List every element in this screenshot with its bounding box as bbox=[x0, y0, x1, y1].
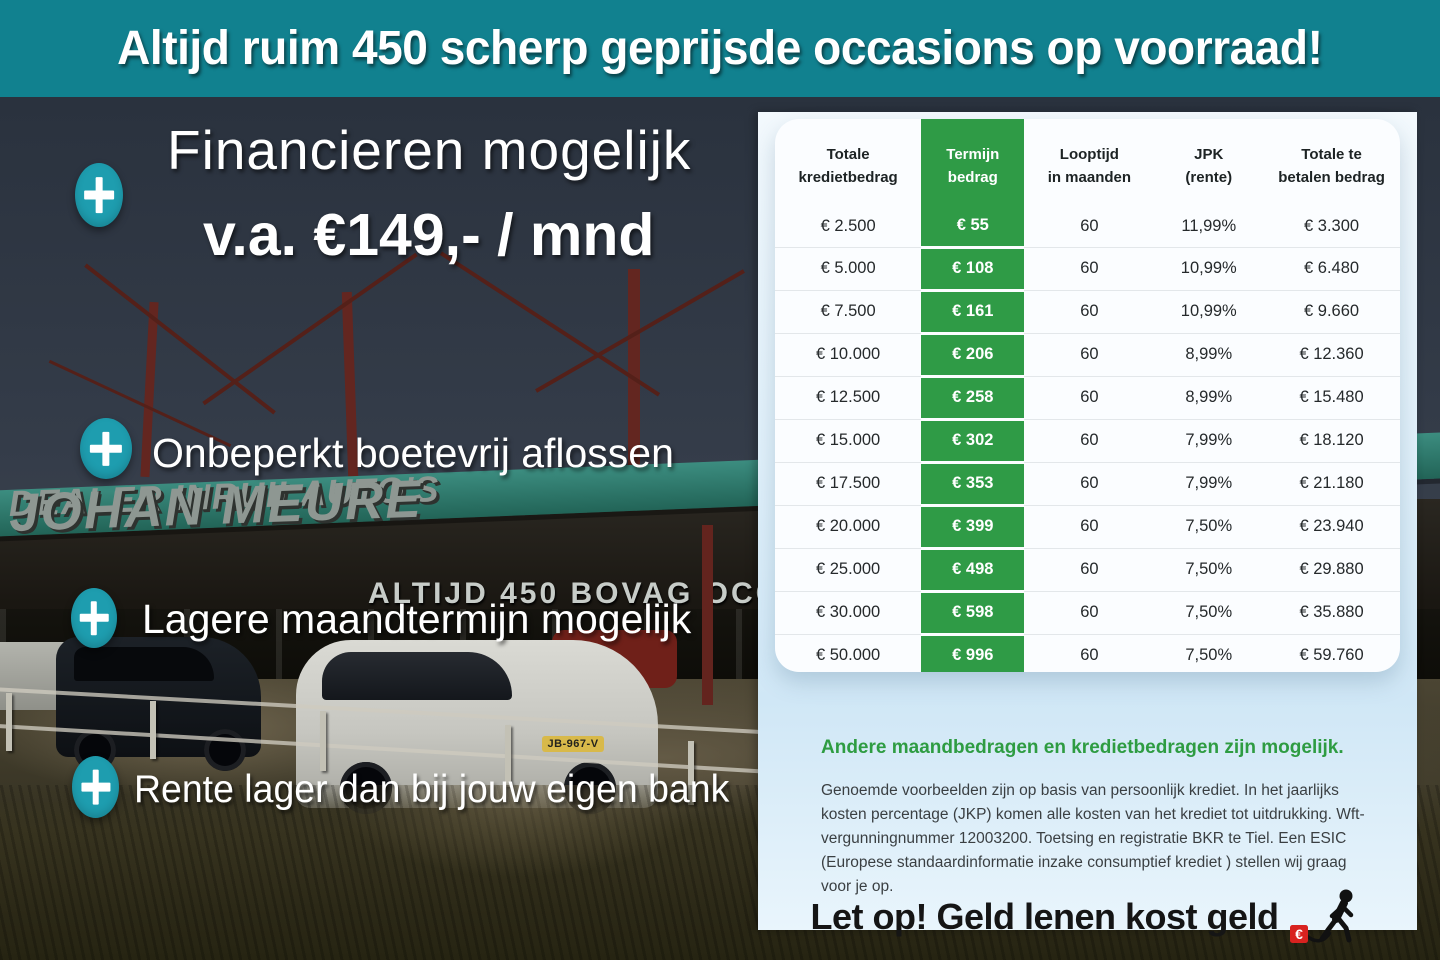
table-row: € 17.500 € 353 60 7,99% € 21.180 bbox=[775, 460, 1400, 505]
fence-post bbox=[320, 711, 326, 771]
table-row: € 25.000 € 498 60 7,50% € 29.880 bbox=[775, 546, 1400, 591]
car-wheel bbox=[204, 729, 246, 771]
plus-icon bbox=[71, 588, 117, 648]
table-row: € 2.500 € 55 60 11,99% € 3.300 bbox=[775, 205, 1400, 247]
promo-headline: Financieren mogelijk bbox=[167, 119, 692, 181]
car-windshield bbox=[322, 652, 512, 700]
svg-text:€: € bbox=[1295, 926, 1303, 942]
bullet-label: Lagere maandtermijn mogelijk bbox=[142, 596, 692, 642]
fence-post bbox=[505, 725, 511, 787]
fence-post bbox=[688, 741, 694, 805]
column-header-termijnbedrag: Termijn bedrag bbox=[921, 119, 1025, 206]
legal-disclaimer: Genoemde voorbeelden zijn op basis van p… bbox=[821, 782, 1365, 896]
table-row: € 50.000 € 996 60 7,50% € 59.760 bbox=[775, 632, 1400, 672]
column-header-totaal: Totale te betalen bedrag bbox=[1278, 146, 1385, 187]
column-header-kredietbedrag: Totale kredietbedrag bbox=[798, 146, 898, 187]
fence-post bbox=[6, 693, 12, 751]
legal-highlight: Andere maandbedragen en kredietbedragen … bbox=[821, 737, 1344, 758]
column-header-jkp: JPK (rente) bbox=[1185, 146, 1233, 187]
crane-mast bbox=[628, 269, 640, 477]
fence-post bbox=[150, 701, 156, 759]
car-window bbox=[74, 647, 214, 681]
finance-table-card: Totale kredietbedrag Termijn bedrag Loopti… bbox=[775, 119, 1400, 672]
plus-icon bbox=[72, 756, 119, 818]
credit-warning: Let op! Geld lenen kost geld € bbox=[758, 888, 1417, 946]
plus-icon bbox=[75, 163, 123, 227]
credit-warning-text: Let op! Geld lenen kost geld bbox=[810, 896, 1279, 937]
credit-warning-icon: € bbox=[1289, 889, 1353, 943]
red-pole bbox=[702, 525, 713, 705]
column-header-looptijd: Looptijd in maanden bbox=[1047, 146, 1132, 187]
table-row: € 20.000 € 399 60 7,50% € 23.940 bbox=[775, 503, 1400, 548]
table-row: € 10.000 € 206 60 8,99% € 12.360 bbox=[775, 331, 1400, 376]
banner-text: Altijd ruim 450 scherp geprijsde occasio… bbox=[117, 22, 1323, 75]
table-row: € 12.500 € 258 60 8,99% € 15.480 bbox=[775, 374, 1400, 419]
finance-panel: Totale kredietbedrag Termijn bedrag Loopti… bbox=[758, 112, 1417, 943]
bullet-label: Onbeperkt boetevrij aflossen bbox=[152, 430, 674, 476]
crane-cable bbox=[535, 269, 745, 393]
promo-price: v.a. €149,- / mnd bbox=[203, 202, 655, 268]
finance-table: Totale kredietbedrag Termijn bedrag Loopti… bbox=[775, 119, 1400, 672]
table-row: € 30.000 € 598 60 7,50% € 35.880 bbox=[775, 589, 1400, 634]
license-plate: JB-967-V bbox=[542, 736, 604, 752]
table-row: € 15.000 € 302 60 7,99% € 18.120 bbox=[775, 417, 1400, 462]
top-banner: Altijd ruim 450 scherp geprijsde occasio… bbox=[0, 0, 1440, 97]
plus-icon bbox=[80, 418, 132, 479]
crane-cable bbox=[202, 252, 418, 406]
table-row: € 5.000 € 108 60 10,99% € 6.480 bbox=[775, 245, 1400, 290]
bullet-label: Rente lager dan bij jouw eigen bank bbox=[134, 768, 730, 811]
table-header-row: Totale kredietbedrag Termijn bedrag Loopti… bbox=[775, 119, 1400, 206]
table-row: € 7.500 € 161 60 10,99% € 9.660 bbox=[775, 288, 1400, 333]
